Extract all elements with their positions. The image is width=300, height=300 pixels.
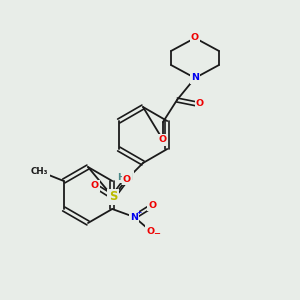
Text: HN: HN bbox=[117, 172, 133, 182]
Text: O: O bbox=[148, 200, 156, 209]
Text: −: − bbox=[153, 230, 160, 238]
Text: O: O bbox=[159, 136, 167, 145]
Text: N: N bbox=[191, 74, 199, 82]
Text: O: O bbox=[196, 100, 204, 109]
Text: S: S bbox=[109, 190, 117, 203]
Text: O: O bbox=[123, 175, 131, 184]
Text: O: O bbox=[91, 182, 99, 190]
Text: O: O bbox=[146, 226, 154, 236]
Text: O: O bbox=[191, 34, 199, 43]
Text: N: N bbox=[130, 212, 138, 221]
Text: +: + bbox=[136, 209, 142, 214]
Text: CH₃: CH₃ bbox=[31, 167, 49, 176]
